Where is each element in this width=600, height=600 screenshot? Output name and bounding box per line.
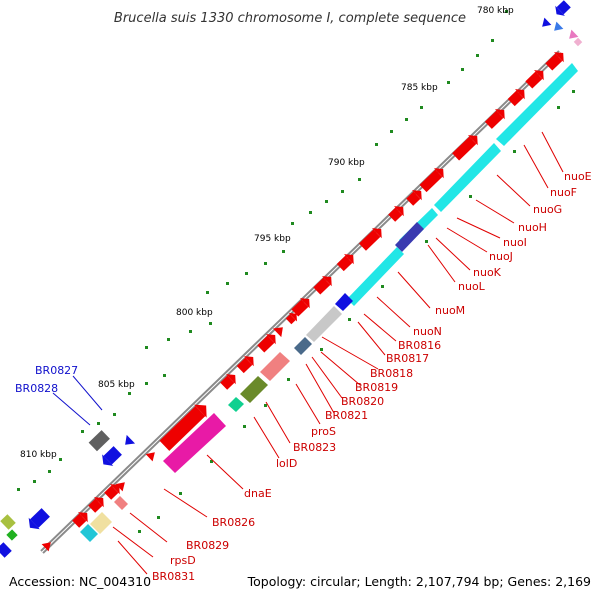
tick-label: 790 kbp	[328, 158, 365, 168]
gene-label[interactable]: BR0831	[152, 570, 195, 583]
tick-label: 810 kbp	[20, 450, 57, 460]
gene-arrow-reverse[interactable]	[98, 445, 124, 470]
tick-label: 800 kbp	[176, 308, 213, 318]
cog-segment[interactable]	[114, 496, 128, 510]
cog-category-track	[80, 63, 578, 542]
gene-label[interactable]: lolD	[276, 457, 297, 470]
gene-label[interactable]: nuoF	[550, 186, 577, 199]
gene-label[interactable]: BR0823	[293, 441, 336, 454]
gene-arrow[interactable]	[158, 399, 212, 452]
gene-label[interactable]: rpsD	[170, 554, 196, 567]
gene-arrow[interactable]	[272, 323, 287, 338]
gene-arrow[interactable]	[544, 48, 568, 72]
gene-arrow-reverse[interactable]	[539, 17, 552, 31]
gene-arrow-reverse[interactable]	[551, 21, 564, 35]
cog-segment[interactable]	[240, 376, 268, 403]
gene-label[interactable]: nuoH	[518, 221, 547, 234]
cog-segment[interactable]	[496, 63, 578, 146]
gene-arrow-reverse[interactable]	[24, 507, 51, 534]
cog-segment[interactable]	[306, 306, 342, 342]
cog-segment[interactable]	[260, 352, 290, 381]
gene-label[interactable]: BR0818	[370, 367, 413, 380]
gene-arrow[interactable]	[451, 131, 482, 162]
gene-arrow[interactable]	[71, 508, 92, 529]
gene-arrow[interactable]	[87, 493, 108, 514]
gene-arrow[interactable]	[484, 105, 510, 130]
gene-label[interactable]: BR0816	[398, 339, 441, 352]
forward-gene-labels: nuoE nuoF nuoG nuoH nuoI nuoJ nuoK nuoL …	[152, 170, 592, 583]
scale-ticks	[17, 10, 575, 533]
gene-arrow[interactable]	[335, 250, 358, 273]
gene-arrow[interactable]	[290, 294, 314, 318]
cog-segment[interactable]	[90, 512, 112, 534]
gene-arrow[interactable]	[115, 479, 129, 492]
gene-label[interactable]: dnaE	[244, 487, 272, 500]
cog-segment[interactable]	[347, 247, 404, 306]
tick-label: 780 kbp	[477, 6, 514, 16]
gene-arrow-reverse[interactable]	[88, 430, 110, 452]
gene-label[interactable]: nuoG	[533, 203, 562, 216]
gene-arrow-reverse[interactable]	[0, 542, 12, 558]
gene-arrow-reverse[interactable]	[552, 0, 573, 19]
gene-label[interactable]: nuoJ	[489, 250, 513, 263]
gene-label[interactable]: nuoL	[458, 280, 486, 293]
cog-segment[interactable]	[294, 337, 312, 355]
gene-label[interactable]: BR0819	[355, 381, 398, 394]
gene-arrow[interactable]	[418, 164, 448, 194]
gene-label[interactable]: BR0821	[325, 409, 368, 422]
label-leader	[72, 375, 103, 411]
gene-arrow[interactable]	[387, 202, 408, 223]
gene-arrow[interactable]	[358, 224, 386, 252]
gene-arrow-reverse[interactable]	[121, 434, 136, 449]
gene-label[interactable]: BR0817	[386, 352, 429, 365]
reverse-genes-track	[0, 0, 583, 558]
cog-segment[interactable]	[335, 293, 353, 311]
map-title: Brucella suis 1330 chromosome I, complet…	[114, 11, 466, 26]
tick-label: 795 kbp	[254, 234, 291, 244]
gene-arrow[interactable]	[256, 330, 280, 354]
cog-segment[interactable]	[395, 222, 424, 252]
gene-arrow[interactable]	[145, 449, 159, 462]
gene-arrow-reverse[interactable]	[573, 37, 583, 47]
genome-summary-text: Topology: circular; Length: 2,107,794 bp…	[247, 574, 591, 589]
gene-label[interactable]: BR0827	[35, 364, 78, 377]
gene-label[interactable]: nuoN	[413, 325, 442, 338]
gene-label[interactable]: nuoK	[473, 266, 502, 279]
gene-label[interactable]: BR0826	[212, 516, 255, 529]
accession-text: Accession: NC_004310	[9, 574, 151, 589]
gene-arrow[interactable]	[524, 66, 548, 90]
gene-label[interactable]: proS	[311, 425, 336, 438]
gene-label[interactable]: BR0828	[15, 382, 58, 395]
gene-label[interactable]: BR0820	[341, 395, 384, 408]
gene-arrow[interactable]	[506, 85, 529, 108]
cog-segment[interactable]	[434, 143, 501, 212]
gene-arrow-reverse[interactable]	[6, 529, 18, 541]
gene-arrow[interactable]	[219, 370, 240, 391]
reverse-gene-labels: BR0827 BR0828	[15, 364, 103, 426]
gene-arrow[interactable]	[405, 186, 426, 207]
gene-arrow[interactable]	[103, 480, 124, 501]
tick-label: 785 kbp	[401, 83, 438, 93]
forward-genes-track	[41, 48, 568, 552]
gene-arrow-reverse[interactable]	[566, 29, 579, 43]
tick-label: 805 kbp	[98, 380, 135, 390]
cog-segment[interactable]	[80, 524, 98, 542]
gene-arrow[interactable]	[312, 272, 336, 296]
gene-arrow[interactable]	[284, 309, 300, 325]
gene-arrow-reverse[interactable]	[0, 514, 16, 530]
forward-label-leaders	[112, 131, 564, 575]
gene-label[interactable]: nuoM	[435, 304, 465, 317]
gene-arrow[interactable]	[41, 539, 55, 552]
gene-label[interactable]: nuoE	[564, 170, 592, 183]
label-leader	[52, 392, 91, 426]
gene-arrow[interactable]	[235, 352, 258, 375]
cog-segment[interactable]	[163, 413, 226, 473]
gene-label[interactable]: nuoI	[503, 236, 527, 249]
gene-label[interactable]: BR0829	[186, 539, 229, 552]
scale-labels: 780 kbp 785 kbp 790 kbp 795 kbp 800 kbp …	[20, 6, 514, 460]
cog-segment[interactable]	[228, 397, 244, 412]
